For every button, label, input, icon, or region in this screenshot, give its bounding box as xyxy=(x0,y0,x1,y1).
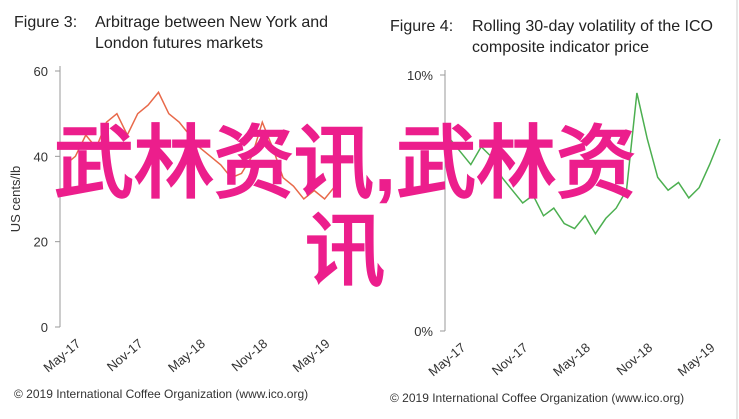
line-series xyxy=(449,92,721,236)
y-axis-label: US cents/lb xyxy=(8,166,23,232)
line-series xyxy=(64,90,336,201)
source: © 2019 International Coffee Organization… xyxy=(14,387,308,401)
x-tick-label: Nov-18 xyxy=(228,336,270,374)
x-tick-label: May-18 xyxy=(165,336,208,375)
y-tick-label: 20 xyxy=(34,235,48,250)
x-tick-label: May-19 xyxy=(675,340,718,379)
figure-label: Figure 3: xyxy=(14,14,78,31)
x-tick-label: Nov-17 xyxy=(104,336,146,374)
x-tick-label: Nov-17 xyxy=(489,340,531,378)
y-tick-label: 0 xyxy=(41,320,48,335)
x-tick-label: May-18 xyxy=(550,340,593,379)
chart-title: Rolling 30-day volatility of the ICO com… xyxy=(472,18,713,56)
y-tick-label: 10% xyxy=(407,68,433,83)
source: © 2019 International Coffee Organization… xyxy=(390,391,684,405)
overlay-text: 武林资讯,武林资讯 xyxy=(53,119,637,296)
x-tick-label: May-19 xyxy=(290,336,333,375)
y-tick-label: 40 xyxy=(34,149,48,164)
x-tick-label: Nov-18 xyxy=(613,340,655,378)
y-tick-label: 0% xyxy=(414,324,433,339)
y-tick-label: 60 xyxy=(34,64,48,79)
figure-label: Figure 4: xyxy=(390,18,454,35)
x-tick-label: May-17 xyxy=(425,340,468,379)
x-tick-label: May-17 xyxy=(40,336,83,375)
chart-title: Arbitrage between New York and London fu… xyxy=(95,14,329,52)
